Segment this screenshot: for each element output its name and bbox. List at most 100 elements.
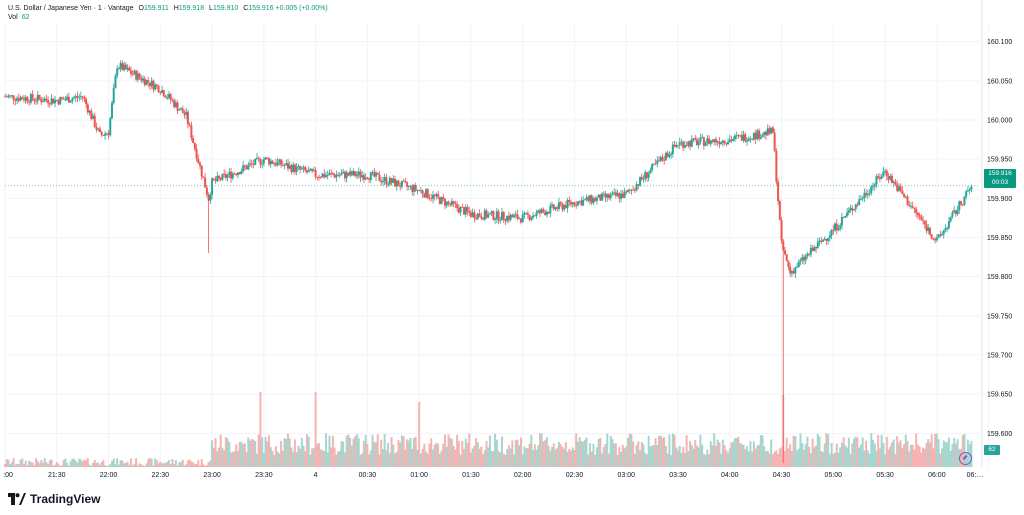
candle-body (720, 142, 723, 145)
volume-bar (704, 454, 707, 467)
candle-body (623, 191, 626, 198)
candle-body (378, 174, 381, 181)
candle-body (770, 127, 773, 134)
volume-bar (632, 441, 635, 467)
candle-body (728, 139, 731, 142)
candle-body (466, 207, 469, 211)
volume-bar (485, 440, 488, 467)
candle-body (561, 203, 564, 210)
volume-bar (642, 444, 645, 467)
volume-bar (461, 440, 464, 467)
volume-bar (316, 444, 319, 467)
candle-body (4, 96, 6, 98)
volume-bar (844, 445, 847, 467)
candle-body (230, 171, 233, 179)
candle-body (400, 180, 403, 187)
candle-body (925, 224, 928, 231)
volume-bar (233, 451, 236, 467)
candle-body (274, 163, 277, 166)
candle-body (457, 208, 460, 213)
candle-body (904, 196, 907, 198)
candle-body (777, 181, 780, 202)
volume-bar (746, 446, 749, 467)
candle-body (454, 203, 457, 205)
volume-bar (740, 444, 743, 467)
candle-body (343, 171, 346, 179)
symbol-label[interactable]: U.S. Dollar / Japanese Yen · 1 · Vantage (8, 5, 134, 12)
volume-bar (83, 459, 86, 467)
volume-bar (273, 454, 276, 467)
volume-bar (941, 448, 944, 467)
candle-body (813, 246, 816, 251)
candle-body (67, 96, 70, 103)
volume-bar (678, 445, 681, 467)
candle-body (668, 154, 671, 157)
candle-body (564, 205, 567, 209)
volume-bar (100, 461, 103, 467)
volume-bar (54, 464, 57, 467)
candle-body (483, 210, 486, 220)
volume-bar (673, 434, 676, 467)
volume-bar (637, 441, 640, 467)
candle-body (174, 102, 177, 107)
candle-body (252, 163, 255, 165)
volume-bar (709, 441, 712, 467)
candle-body (818, 240, 821, 243)
candle-body (963, 196, 966, 205)
candle-body (511, 214, 514, 218)
volume-bar (652, 445, 655, 467)
volume-bar (326, 452, 329, 467)
candle-body (789, 266, 792, 274)
volume-bar (754, 448, 757, 467)
candle-body (399, 186, 402, 187)
volume-bar (278, 453, 281, 467)
candle-body (820, 240, 823, 242)
volume-bar (868, 453, 871, 467)
volume-bar (305, 434, 308, 467)
candle-body (476, 213, 479, 219)
tradingview-logo[interactable]: TradingView (8, 492, 100, 506)
volume-bar (752, 441, 755, 467)
volume-bar (117, 464, 120, 467)
volume-bar (28, 460, 31, 467)
candle-body (632, 189, 635, 191)
candle-body (514, 214, 517, 216)
change-value: +0.005 (+0.00%) (275, 5, 328, 12)
volume-bar (250, 439, 253, 467)
candle-body (873, 184, 876, 187)
volume-bar (561, 446, 564, 467)
candle-body (302, 167, 305, 169)
volume-bar (7, 459, 10, 467)
candle-body (428, 197, 431, 199)
volume-bar (809, 452, 812, 467)
volume-bar (889, 446, 892, 467)
volume-bar (88, 464, 91, 467)
volume-bar (827, 434, 830, 467)
candle-body (797, 261, 800, 267)
candle-body (423, 194, 426, 198)
candle-body (105, 133, 108, 135)
volume-bar (224, 437, 227, 467)
candle-body (557, 202, 560, 209)
candle-body (872, 186, 875, 188)
volume-bar (35, 458, 38, 467)
volume-bar (240, 441, 243, 467)
candle-body (727, 141, 730, 145)
volume-bar (482, 454, 485, 467)
candle-body (890, 175, 893, 183)
volume-bar (649, 446, 652, 467)
candle-body (859, 199, 862, 200)
volume-bar (737, 436, 740, 467)
settings-icon[interactable] (959, 452, 972, 465)
volume-bar (161, 463, 164, 467)
candle-body (54, 99, 57, 104)
candle-body (804, 256, 807, 261)
candle-body (157, 85, 160, 93)
volume-bar (79, 459, 82, 467)
candle-body (292, 164, 295, 172)
volume-bar (628, 433, 631, 467)
volume-bar (880, 434, 883, 467)
volume-bar (385, 450, 388, 467)
volume-bar (951, 443, 954, 467)
